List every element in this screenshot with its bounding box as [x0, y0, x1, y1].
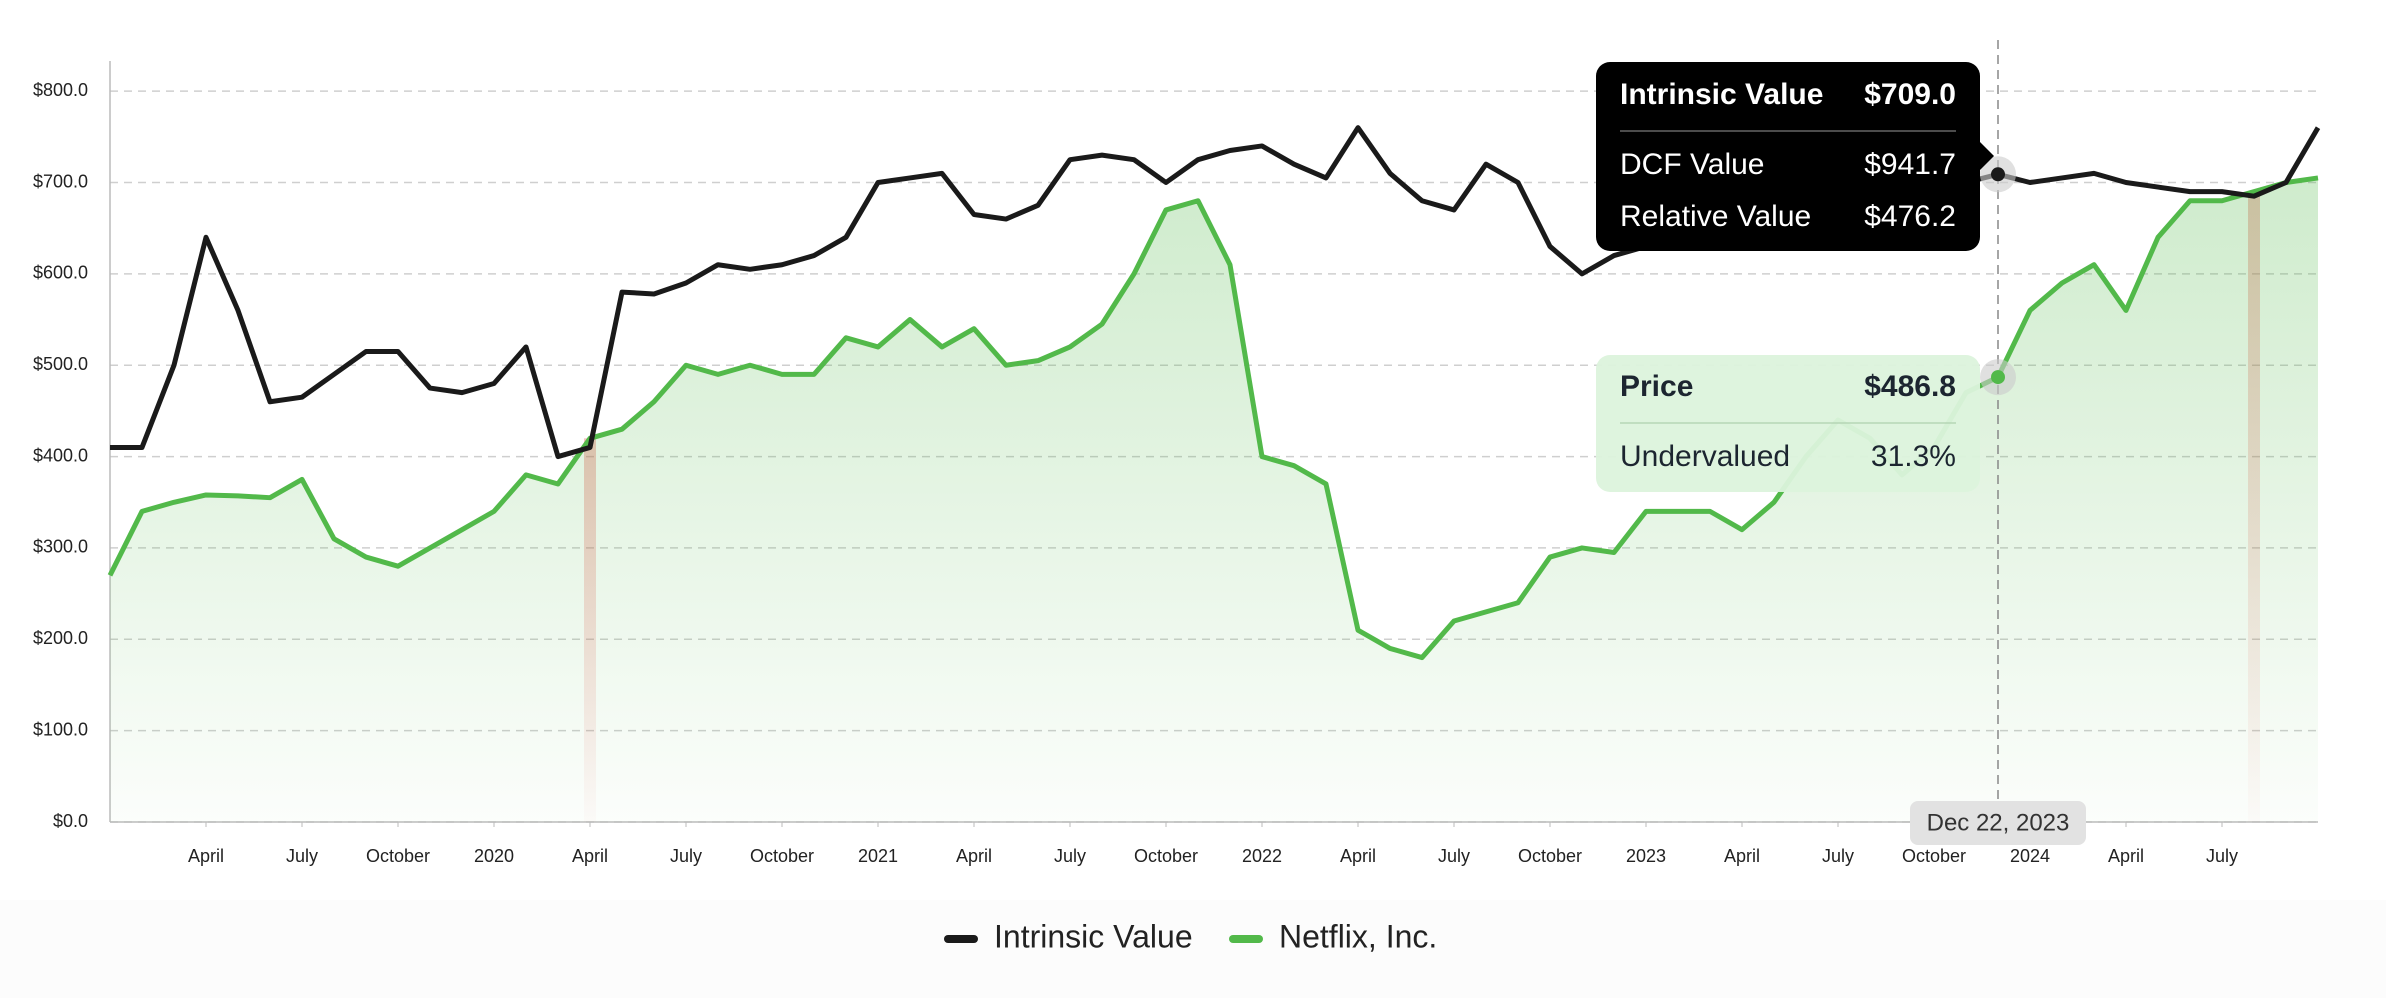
y-tick-label: $200.0 [33, 628, 88, 648]
hover-dot [1991, 370, 2005, 385]
tooltip-price-value: $486.8 [1864, 370, 1956, 403]
x-tick-label: July [286, 846, 318, 866]
tooltip-price-label: Price [1620, 370, 1693, 403]
tooltip-status-value: 31.3% [1871, 440, 1956, 473]
x-tick-label: October [750, 846, 814, 866]
x-tick-label: 2022 [1242, 846, 1282, 866]
x-tick-label: July [670, 846, 702, 866]
x-tick-label: 2021 [858, 846, 898, 866]
y-tick-label: $300.0 [33, 537, 88, 557]
x-tick-label: October [1902, 846, 1966, 866]
x-tick-label: July [1822, 846, 1854, 866]
x-tick-label: 2023 [1626, 846, 1666, 866]
tooltip-row-value: $941.7 [1864, 148, 1956, 181]
date-badge-label: Dec 22, 2023 [1927, 809, 2070, 836]
y-tick-label: $0.0 [53, 811, 88, 831]
y-tick-label: $600.0 [33, 263, 88, 283]
x-tick-label: October [1518, 846, 1582, 866]
x-tick-label: April [1724, 846, 1760, 866]
x-tick-label: April [2108, 846, 2144, 866]
y-tick-label: $100.0 [33, 719, 88, 739]
price-area [110, 177, 2318, 822]
x-tick-label: October [366, 846, 430, 866]
x-tick-label: April [572, 846, 608, 866]
x-tick-label: April [956, 846, 992, 866]
x-tick-label: July [1054, 846, 1086, 866]
y-tick-label: $400.0 [33, 445, 88, 465]
tooltip-status-label: Undervalued [1620, 440, 1790, 473]
legend-label: Netflix, Inc. [1279, 918, 1437, 954]
y-tick-label: $500.0 [33, 354, 88, 374]
footer-bg [0, 900, 2386, 998]
tooltip-row-label: DCF Value [1620, 148, 1765, 181]
x-tick-label: July [2206, 846, 2238, 866]
x-tick-label: 2024 [2010, 846, 2050, 866]
tooltip-row-value: $476.2 [1864, 200, 1956, 233]
x-tick-label: April [1340, 846, 1376, 866]
tooltip-row-label: Relative Value [1620, 200, 1811, 233]
hover-dot [1991, 167, 2005, 182]
date-badge [1910, 801, 2086, 845]
x-tick-label: July [1438, 846, 1470, 866]
tooltip-pointer [1980, 142, 1994, 170]
y-tick-label: $800.0 [33, 80, 88, 100]
tooltip-title-value: $709.0 [1864, 78, 1956, 111]
x-tick-label: 2020 [474, 846, 514, 866]
x-tick-label: April [188, 846, 224, 866]
legend-label: Intrinsic Value [994, 918, 1193, 954]
y-tick-label: $700.0 [33, 171, 88, 191]
tooltip-dark [1596, 62, 1980, 251]
tooltip-title: Intrinsic Value [1620, 78, 1823, 111]
x-tick-label: October [1134, 846, 1198, 866]
